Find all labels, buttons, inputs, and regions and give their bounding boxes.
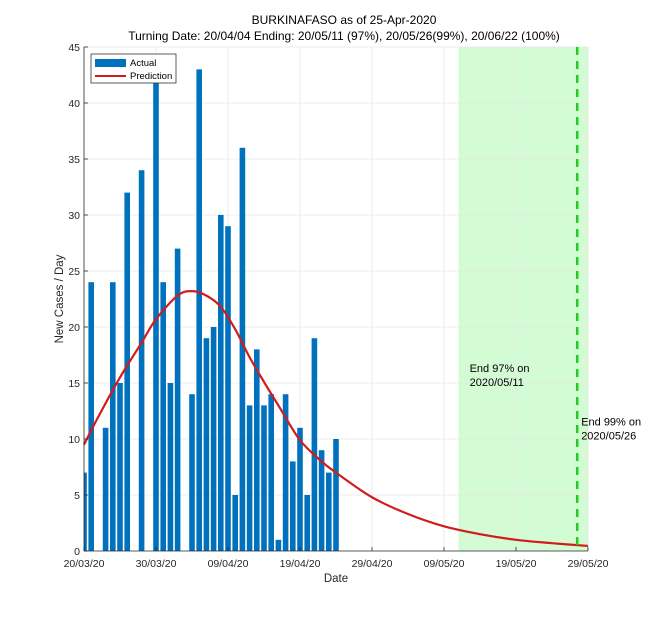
bar-actual	[210, 327, 217, 551]
annotation-layer: End 97% on 2020/05/11 End 99% on 2020/05/26	[470, 363, 642, 443]
x-tick-label: 09/04/20	[208, 558, 249, 570]
x-tick-label: 09/05/20	[424, 558, 465, 570]
bar-actual	[225, 226, 231, 551]
grid-layer	[84, 46, 589, 551]
bar-actual	[239, 147, 246, 552]
bar-actual	[138, 170, 145, 551]
bar-actual	[246, 405, 253, 551]
legend-box	[90, 53, 177, 84]
bar-actual	[275, 539, 282, 551]
y-tick-label: 25	[68, 266, 80, 278]
prediction-line	[83, 290, 589, 548]
bar-actual	[304, 495, 310, 551]
bar-actual	[282, 394, 289, 551]
bar-actual	[189, 394, 195, 551]
axis-layer: 0 5 10 15 20 25 30 35 40 45 20/03/20 30/03/20 09/04/…	[64, 42, 609, 570]
bar-actual	[174, 248, 181, 551]
bar-actual	[117, 383, 123, 551]
shaded-region-97pct	[458, 47, 588, 551]
annotation-text: 2020/05/26	[581, 431, 636, 443]
x-axis-label: Date	[324, 573, 348, 585]
bar-actual	[297, 427, 303, 551]
chart-subtitle: Turning Date: 20/04/04 Ending: 20/05/11 …	[128, 29, 560, 43]
bar-actual	[261, 405, 267, 551]
bar-actual	[153, 80, 159, 551]
bar-actual	[318, 450, 325, 551]
shade-layer	[458, 47, 588, 551]
bar-actual	[333, 439, 339, 551]
y-tick-label: 40	[68, 98, 80, 110]
x-tick-label: 19/05/20	[496, 558, 537, 570]
legend: Actual Prediction	[90, 53, 177, 84]
y-tick-label: 5	[74, 490, 80, 502]
legend-actual-swatch	[95, 59, 126, 67]
bar-actual	[84, 472, 87, 551]
bar-actual	[160, 282, 166, 551]
y-tick-label: 35	[68, 154, 80, 166]
bar-layer	[84, 69, 339, 552]
annotation-text: 2020/05/11	[470, 377, 524, 389]
legend-actual-label: Actual	[130, 58, 156, 69]
bar-actual	[203, 338, 210, 551]
x-tick-label: 19/04/20	[280, 558, 321, 570]
y-tick-label: 20	[68, 322, 80, 334]
legend-prediction-label: Prediction	[130, 71, 172, 82]
bar-actual	[167, 383, 174, 551]
y-tick-label: 15	[68, 378, 80, 390]
bar-actual	[196, 69, 202, 552]
bar-actual	[254, 349, 260, 551]
y-axis-label: New Cases / Day	[54, 254, 66, 343]
x-tick-label: 20/03/20	[64, 558, 105, 570]
bar-actual	[218, 215, 224, 551]
bar-actual	[311, 338, 318, 551]
x-tick-label: 29/05/20	[568, 558, 609, 570]
y-tick-label: 0	[74, 546, 80, 558]
bar-actual	[232, 495, 238, 551]
bar-actual	[110, 282, 116, 551]
bar-actual	[290, 461, 296, 551]
bar-actual	[268, 394, 274, 551]
chart-title: BURKINAFASO as of 25-Apr-2020	[252, 13, 437, 27]
bar-actual	[102, 427, 109, 551]
y-tick-label: 45	[68, 42, 80, 54]
annotation-text: End 97% on	[470, 363, 530, 375]
annotation-text: End 99% on	[581, 417, 641, 429]
y-tick-label: 10	[68, 434, 80, 446]
bar-actual	[326, 472, 332, 551]
bar-actual	[124, 192, 130, 551]
line-layer	[83, 290, 589, 548]
x-tick-label: 30/03/20	[136, 558, 177, 570]
y-tick-label: 30	[68, 210, 80, 222]
bar-actual	[88, 282, 94, 551]
x-tick-label: 29/04/20	[352, 558, 393, 570]
